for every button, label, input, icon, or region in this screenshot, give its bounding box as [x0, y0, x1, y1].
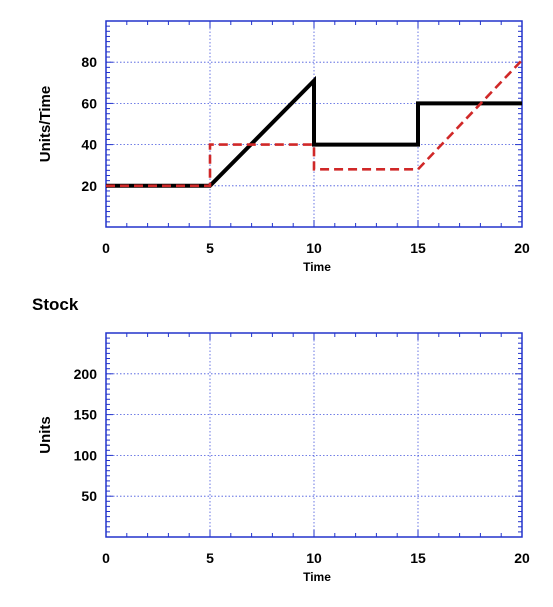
y-tick-label: 150 — [74, 407, 98, 423]
y-axis-title: Units/Time — [37, 86, 54, 162]
y-tick-label: 50 — [81, 488, 97, 504]
x-tick-label: 15 — [410, 550, 426, 566]
y-tick-label: 40 — [81, 137, 97, 153]
y-tick-label: 100 — [74, 447, 98, 463]
x-tick-label: 15 — [410, 240, 426, 256]
x-tick-label: 10 — [306, 240, 322, 256]
y-tick-label: 20 — [81, 178, 97, 194]
x-tick-label: 10 — [306, 550, 322, 566]
x-tick-label: 20 — [514, 240, 530, 256]
x-axis-title: Time — [303, 260, 331, 274]
y-tick-label: 80 — [81, 54, 97, 70]
chart-title: Stock — [32, 295, 79, 314]
x-tick-label: 20 — [514, 550, 530, 566]
x-tick-label: 5 — [206, 240, 214, 256]
x-tick-label: 5 — [206, 550, 214, 566]
chart-panel-2: Stock 0 5 10 15 20 50 100 150 200 Time Units — [32, 295, 530, 584]
x-tick-label: 0 — [102, 550, 110, 566]
y-tick-label: 60 — [81, 95, 97, 111]
chart-panel-1: 0 5 10 15 20 20 40 60 80 Time Units/Time — [37, 21, 530, 274]
x-tick-label: 0 — [102, 240, 110, 256]
x-axis-title: Time — [303, 570, 331, 584]
y-axis-title: Units — [37, 416, 54, 454]
y-tick-label: 200 — [74, 366, 98, 382]
